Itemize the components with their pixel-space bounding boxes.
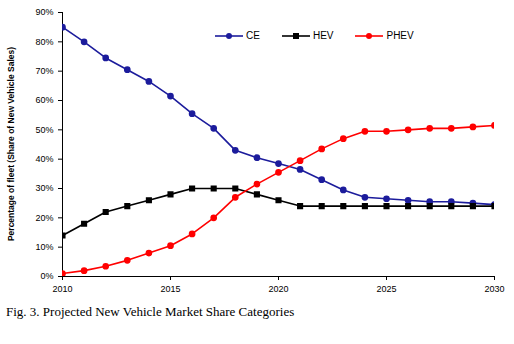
svg-text:2015: 2015 <box>160 284 180 294</box>
html-text:HEV: HEV <box>312 30 334 41</box>
svg-text:2025: 2025 <box>376 284 396 294</box>
svg-text:50%: 50% <box>35 125 53 135</box>
html-text:Fig. 3. Projected New Vehicle: Fig. 3. Projected New Vehicle Market Sha… <box>6 304 295 319</box>
svg-text:80%: 80% <box>35 37 53 47</box>
html-text:CE: CE <box>246 30 260 41</box>
svg-text:30%: 30% <box>35 183 53 193</box>
html-text:PHEV: PHEV <box>386 30 414 41</box>
svg-text:70%: 70% <box>35 66 53 76</box>
svg-text:2020: 2020 <box>268 284 288 294</box>
svg-text:40%: 40% <box>35 154 53 164</box>
svg-text:20%: 20% <box>35 213 53 223</box>
svg-text:2030: 2030 <box>484 284 504 294</box>
svg-text:90%: 90% <box>35 7 53 17</box>
svg-text:Percentage of fleet (Share of: Percentage of fleet (Share of New Vehicl… <box>6 47 16 241</box>
svg-text:60%: 60% <box>35 95 53 105</box>
svg-text:0%: 0% <box>40 271 53 281</box>
svg-text:2010: 2010 <box>52 284 72 294</box>
svg-text:10%: 10% <box>35 242 53 252</box>
